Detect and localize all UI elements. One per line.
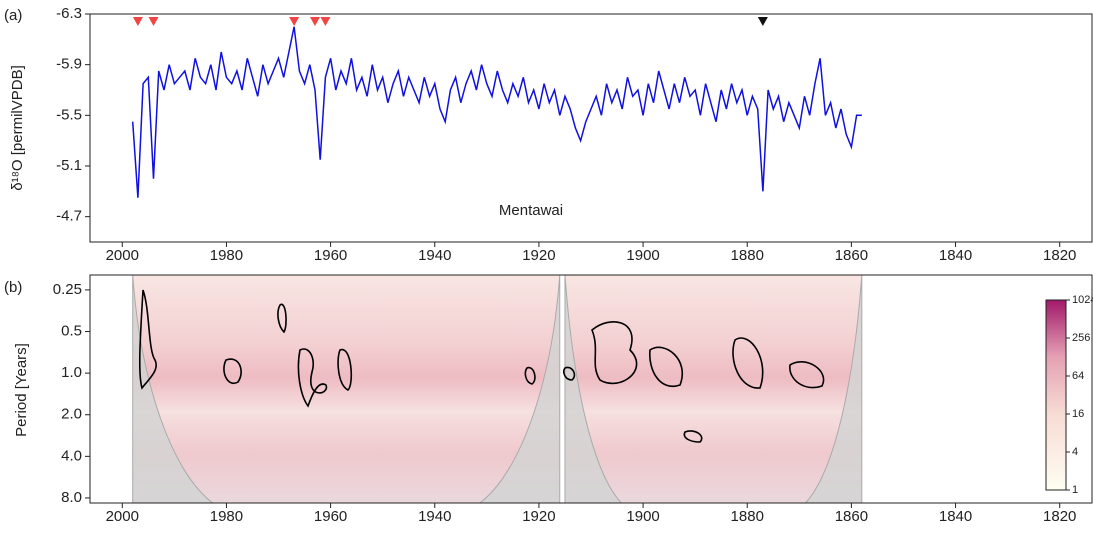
x-tick-label: 1860 xyxy=(835,247,868,264)
event-marker xyxy=(148,17,159,26)
x-tick-label: 1860 xyxy=(835,508,868,525)
y-tick-label: 1.0 xyxy=(61,364,82,381)
x-tick-label: 1980 xyxy=(210,247,243,264)
significance-contours xyxy=(138,289,825,443)
x-tick-label: 1960 xyxy=(314,247,347,264)
plot-frame xyxy=(89,274,1093,504)
event-marker xyxy=(320,17,331,26)
y-tick-label: 4.0 xyxy=(61,447,82,464)
x-tick-label: 1840 xyxy=(939,508,972,525)
event-marker xyxy=(757,17,768,26)
colorbar-tick-label: 256 xyxy=(1072,332,1090,344)
y-tick-label: -6.3 xyxy=(56,5,82,22)
data-line xyxy=(131,26,862,198)
y-tick-label: -5.1 xyxy=(56,157,82,174)
y-axis-label: δ¹⁸O [permilVPDB] xyxy=(9,65,26,191)
event-marker xyxy=(309,17,320,26)
colorbar-tick-label: 4 xyxy=(1072,446,1078,458)
y-tick-label: -5.5 xyxy=(56,106,82,123)
x-tick-label: 1820 xyxy=(1043,247,1076,264)
y-tick-label: 8.0 xyxy=(61,489,82,506)
event-marker xyxy=(289,17,300,26)
x-tick-label: 1840 xyxy=(939,247,972,264)
colorbar-tick-label: 1 xyxy=(1072,484,1078,496)
y-tick-label: -5.9 xyxy=(56,56,82,73)
cone-of-influence xyxy=(132,274,561,504)
colorbar-tick-label: 64 xyxy=(1072,370,1084,382)
x-tick-label: 1880 xyxy=(731,508,764,525)
x-tick-label: 2000 xyxy=(106,508,139,525)
y-tick-label: 0.25 xyxy=(53,281,82,298)
event-marker xyxy=(132,17,143,26)
x-tick-label: 1940 xyxy=(418,247,451,264)
x-tick-label: 2000 xyxy=(106,247,139,264)
x-tick-label: 1940 xyxy=(418,508,451,525)
colorbar xyxy=(1045,299,1067,491)
cone-of-influence xyxy=(564,274,863,504)
panel-label: (a) xyxy=(4,7,22,24)
y-tick-label: -4.7 xyxy=(56,208,82,225)
x-tick-label: 1900 xyxy=(626,508,659,525)
x-tick-label: 1960 xyxy=(314,508,347,525)
wavelet-power xyxy=(564,275,862,503)
x-tick-label: 1920 xyxy=(522,247,555,264)
x-tick-label: 1920 xyxy=(522,508,555,525)
annotation: Mentawai xyxy=(499,202,563,219)
plot-frame xyxy=(89,13,1093,243)
colorbar-tick-label: 16 xyxy=(1072,408,1084,420)
y-tick-label: 0.5 xyxy=(61,322,82,339)
x-tick-label: 1980 xyxy=(210,508,243,525)
y-axis-label: Period [Years] xyxy=(13,343,30,437)
x-tick-label: 1900 xyxy=(626,247,659,264)
y-tick-label: 2.0 xyxy=(61,406,82,423)
colorbar-tick-label: 1024 xyxy=(1072,294,1093,306)
x-tick-label: 1880 xyxy=(731,247,764,264)
panel-label: (b) xyxy=(4,279,22,296)
x-tick-label: 1820 xyxy=(1043,508,1076,525)
